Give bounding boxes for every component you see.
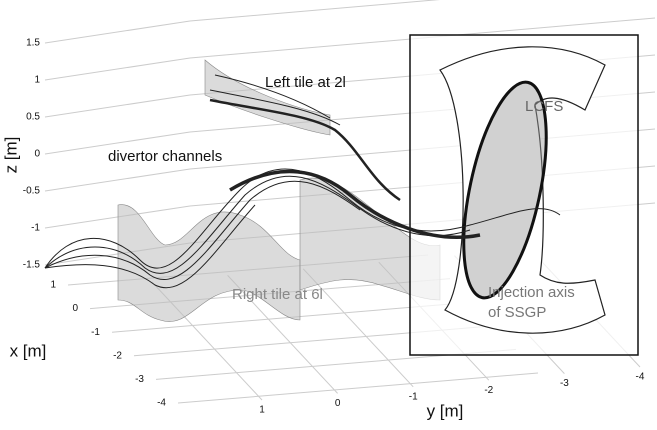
z-axis-label: z [m] bbox=[1, 137, 20, 174]
grid-line bbox=[45, 169, 190, 191]
grid-line bbox=[45, 95, 190, 117]
x-axis-label: x [m] bbox=[10, 341, 47, 360]
z-tick-label: 0 bbox=[34, 149, 40, 160]
figure: z [m] x [m] y [m] Left tile at 2l divert… bbox=[0, 0, 657, 430]
y-tick-label: -1 bbox=[409, 391, 418, 402]
y-tick-label: -4 bbox=[636, 372, 645, 383]
x-tick-label: -3 bbox=[135, 374, 144, 385]
grid-line bbox=[190, 0, 655, 21]
z-tick-label: 1.5 bbox=[26, 38, 40, 49]
y-tick-label: -3 bbox=[560, 378, 569, 389]
x-tick-label: 1 bbox=[50, 280, 56, 291]
annotation: Left tile at 2l bbox=[265, 74, 346, 91]
surfaces bbox=[118, 60, 440, 322]
y-axis-label: y [m] bbox=[427, 401, 464, 420]
annotation: divertor channels bbox=[108, 148, 222, 165]
z-tick-label: 0.5 bbox=[26, 112, 40, 123]
x-tick-label: 0 bbox=[72, 303, 78, 314]
annotation: Injection axis bbox=[488, 284, 575, 301]
grid-line bbox=[45, 21, 190, 43]
grid-line bbox=[45, 58, 190, 80]
x-tick-label: -4 bbox=[157, 398, 166, 409]
z-tick-label: 1 bbox=[34, 75, 40, 86]
annotation: Right tile at 6l bbox=[232, 286, 323, 303]
y-tick-label: 0 bbox=[335, 398, 341, 409]
grid-line bbox=[45, 206, 190, 228]
x-tick-label: -1 bbox=[91, 327, 100, 338]
z-tick-label: -1.5 bbox=[23, 260, 41, 271]
y-tick-label: -2 bbox=[484, 385, 493, 396]
annotation: LCFS bbox=[525, 98, 563, 115]
z-tick-label: -1 bbox=[31, 223, 40, 234]
z-tick-label: -0.5 bbox=[23, 186, 41, 197]
annotation: of SSGP bbox=[488, 304, 546, 321]
y-tick-label: 1 bbox=[259, 405, 265, 416]
x-tick-label: -2 bbox=[113, 350, 122, 361]
